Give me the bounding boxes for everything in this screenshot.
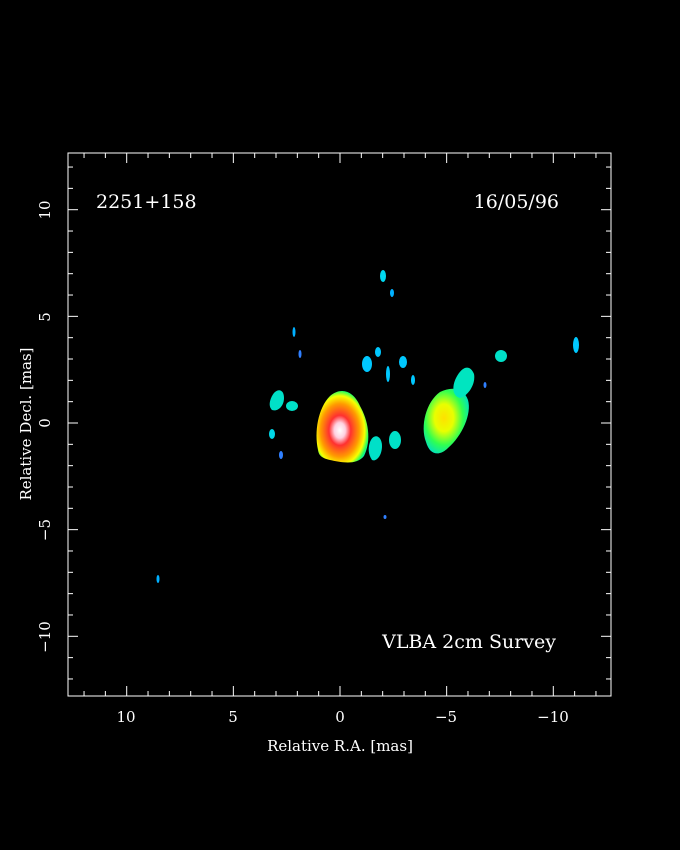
observation-date: 16/05/96 bbox=[474, 191, 559, 213]
core-component bbox=[316, 391, 369, 463]
source-name: 2251+158 bbox=[96, 191, 197, 213]
y-tick-label: −10 bbox=[36, 621, 54, 653]
y-tick-label: −5 bbox=[36, 519, 54, 541]
blob bbox=[292, 327, 296, 337]
blob bbox=[362, 356, 372, 372]
blob bbox=[573, 337, 579, 353]
x-tick-label: −5 bbox=[435, 708, 457, 726]
blob bbox=[399, 356, 407, 368]
x-tick-labels: 10 5 0 −5 −10 bbox=[116, 708, 568, 726]
blob bbox=[269, 429, 275, 439]
blob bbox=[298, 350, 302, 358]
blob bbox=[411, 375, 415, 385]
y-tick-labels: 10 5 0 −5 −10 bbox=[36, 200, 54, 652]
axis-ticks bbox=[68, 153, 611, 696]
blob bbox=[389, 431, 401, 449]
x-tick-label: −10 bbox=[537, 708, 569, 726]
y-tick-label: 5 bbox=[36, 312, 54, 322]
jet-knot-component bbox=[423, 388, 469, 454]
y-tick-label: 10 bbox=[36, 200, 54, 219]
emission bbox=[156, 270, 579, 583]
blob bbox=[286, 401, 298, 411]
blob bbox=[483, 382, 487, 388]
jet-extension bbox=[453, 367, 475, 398]
y-tick-label: 0 bbox=[36, 418, 54, 428]
blob bbox=[269, 390, 284, 411]
x-tick-label: 5 bbox=[228, 708, 238, 726]
blob bbox=[495, 350, 507, 362]
survey-label: VLBA 2cm Survey bbox=[381, 631, 556, 653]
blob bbox=[375, 347, 381, 357]
blob bbox=[383, 515, 387, 519]
blob bbox=[156, 575, 160, 583]
blob bbox=[279, 451, 283, 459]
y-axis-label: Relative Decl. [mas] bbox=[17, 347, 35, 500]
blob bbox=[386, 366, 390, 382]
x-axis-label: Relative R.A. [mas] bbox=[267, 737, 413, 755]
blob bbox=[368, 436, 382, 461]
x-tick-label: 0 bbox=[335, 708, 345, 726]
blob bbox=[380, 270, 386, 282]
x-tick-label: 10 bbox=[116, 708, 135, 726]
blob bbox=[390, 289, 394, 297]
